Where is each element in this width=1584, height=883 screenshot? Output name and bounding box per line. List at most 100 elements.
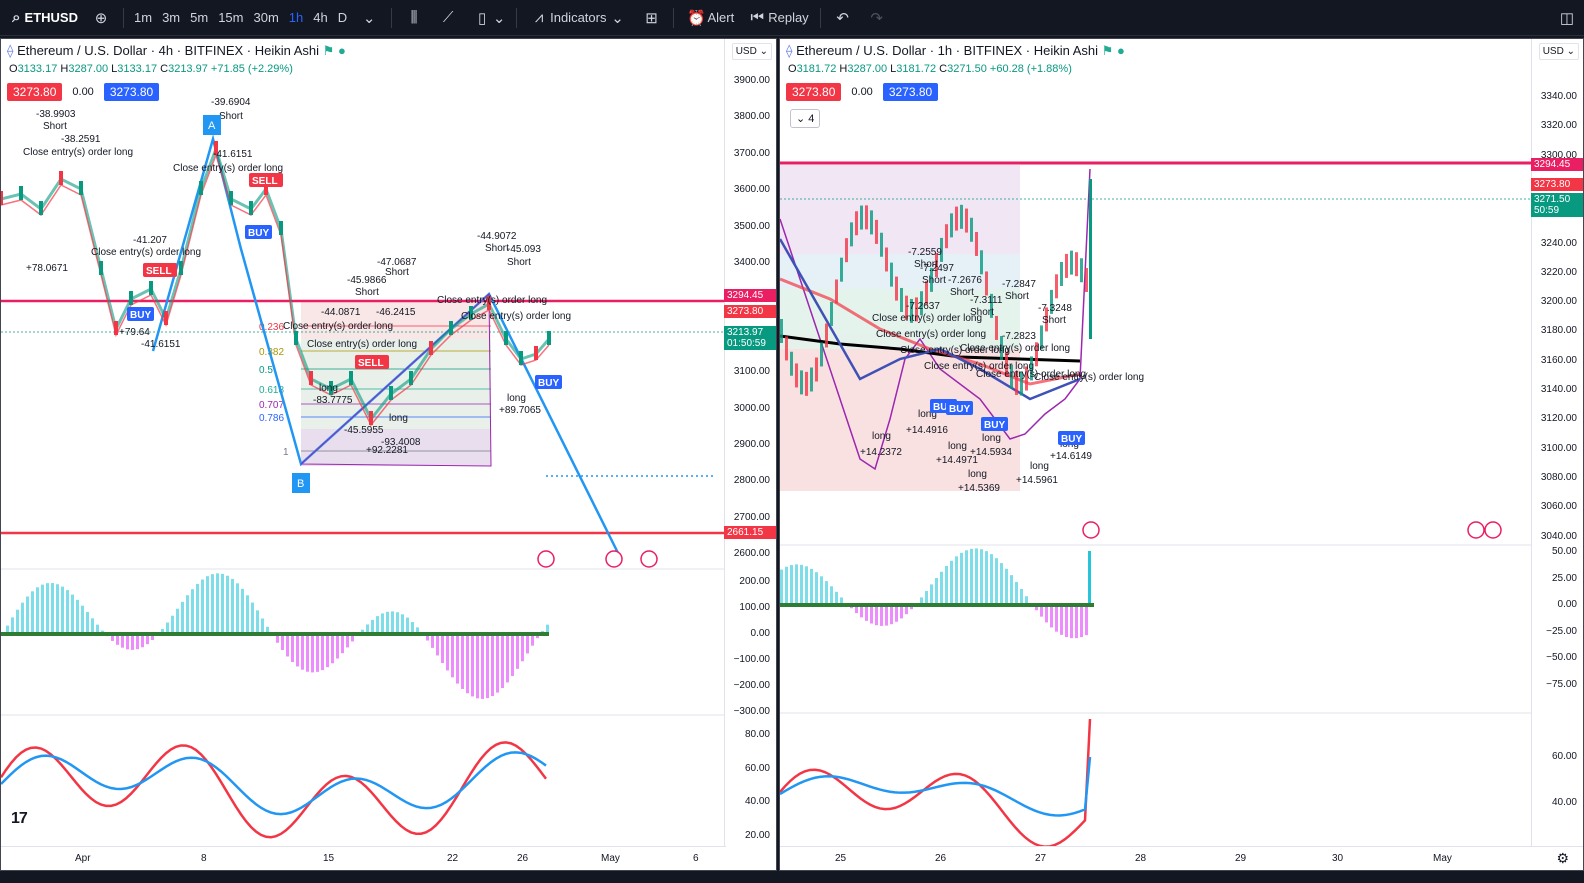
fib-level-label: 1 — [283, 447, 289, 458]
candle — [249, 201, 253, 215]
price-axis[interactable]: USD ⌄ 3340.003320.003300.003280.003260.0… — [1531, 39, 1583, 848]
chart-type-bars-button[interactable]: ⫼ — [397, 0, 431, 36]
buy-price-tag[interactable]: 3273.80 — [103, 83, 160, 101]
chart-legend[interactable]: ⟠ Ethereum / U.S. Dollar · 4h · BITFINEX… — [7, 43, 346, 59]
rsi-tick: 60.00 — [744, 762, 770, 774]
chart-type-line-button[interactable]: ⟋ — [431, 0, 465, 36]
interval-4h[interactable]: 4h — [313, 10, 328, 25]
oscillator-bar — [241, 588, 244, 634]
oscillator-bar — [266, 626, 269, 634]
spread-value: 0.00 — [851, 86, 873, 98]
oscillator-bar — [246, 595, 249, 634]
oscillator-bar — [446, 634, 449, 671]
chart-panel-4h[interactable]: 0.236 0.382 0.5 0.618 0.707 0.786 1 -39.6904 Sho… — [0, 38, 777, 871]
candle — [487, 296, 491, 310]
sell-price-tag[interactable]: 3273.80 — [786, 83, 842, 101]
chart-canvas-4h[interactable]: 0.236 0.382 0.5 0.618 0.707 0.786 1 -39.6904 Sho… — [1, 39, 777, 871]
interval-30m[interactable]: 30m — [253, 10, 279, 25]
indicators-button[interactable]: ⩘ Indicators ⌄ — [522, 0, 634, 36]
oscillator-bar — [206, 576, 209, 634]
interval-dropdown[interactable]: ⌄ — [352, 0, 386, 36]
interval-1m[interactable]: 1m — [134, 10, 153, 25]
fib-triangle — [300, 292, 492, 467]
candle — [810, 367, 813, 392]
oscillator-bar — [466, 634, 469, 694]
trade-annotation: Close entry(s) order long — [173, 163, 283, 174]
oscillator-bar — [461, 634, 464, 689]
interval-3m[interactable]: 3m — [162, 10, 181, 25]
time-tick: 27 — [1035, 853, 1047, 864]
oscillator-bar — [281, 634, 284, 650]
low-value: 3181.72 — [896, 63, 937, 75]
oscillator-bar — [166, 622, 169, 634]
trade-annotation: +14.4971 — [936, 455, 978, 466]
redo-button[interactable]: ↷ — [860, 0, 894, 36]
candle — [895, 276, 898, 301]
oscillator-bar — [805, 566, 808, 605]
trade-annotation: +14.6149 — [1050, 451, 1092, 462]
candle — [164, 311, 168, 325]
symbol-search[interactable]: ⌕ ETHUSD — [0, 0, 84, 36]
price-axis[interactable]: USD ⌄ 3900.00 3800.00 3700.00 3600.00 3500.0… — [724, 39, 776, 848]
oscillator-tick: −200.00 — [733, 680, 770, 691]
oscillator-bar — [111, 634, 114, 641]
rsi-slow-line — [1, 751, 547, 816]
compare-button[interactable]: ⊕ — [84, 0, 118, 36]
undo-button[interactable]: ↶ — [826, 0, 860, 36]
price-tick: 3900.00 — [733, 75, 770, 86]
tradingview-logo[interactable]: 17 — [11, 810, 28, 827]
interval-d[interactable]: D — [337, 10, 348, 25]
buy-badge: BUY — [933, 402, 954, 413]
interval-15m[interactable]: 15m — [218, 10, 244, 25]
settings-gear-icon[interactable]: ⚙ — [1556, 850, 1569, 866]
candle — [129, 291, 133, 305]
trade-annotation: +14.5934 — [970, 447, 1012, 458]
candle — [780, 319, 783, 343]
indicator-collapse-button[interactable]: ⌄ 4 — [790, 109, 821, 128]
event-icon — [537, 550, 555, 568]
chart-canvas-1h[interactable]: -7.2559Short-7.2497-7.2676ShortShort-7.2… — [780, 39, 1584, 871]
buy-price-tag[interactable]: 3273.80 — [882, 83, 939, 101]
bars-icon: ⫼ — [410, 9, 418, 26]
price-tick: 2800.00 — [733, 475, 770, 487]
candle — [785, 336, 788, 361]
alert-button[interactable]: ⏰ Alert — [679, 0, 740, 36]
oscillator-bar — [815, 572, 818, 605]
oscillator-bar — [236, 583, 239, 634]
oscillator-bar — [151, 634, 154, 640]
interval-1h[interactable]: 1h — [288, 10, 304, 25]
interval-5m[interactable]: 5m — [190, 10, 209, 25]
oscillator-bar — [1065, 605, 1068, 638]
sidebar-toggle-button[interactable]: ◫ — [1550, 0, 1584, 36]
candle — [910, 298, 913, 323]
trade-annotation: -7.2637 — [906, 301, 940, 312]
candle — [229, 191, 233, 205]
chart-legend[interactable]: ⟠ Ethereum / U.S. Dollar · 1h · BITFINEX… — [786, 43, 1125, 59]
chart-panel-1h[interactable]: -7.2559 Short -7.2497 -7.2676 Short Short -7.2… — [779, 38, 1584, 871]
oscillator-tick: −75.00 — [1546, 679, 1577, 690]
last-price-value: 3271.50 — [1534, 194, 1571, 205]
oscillator-bar — [161, 628, 164, 634]
candle — [1020, 371, 1023, 396]
candle — [985, 271, 988, 296]
time-axis[interactable]: 25 26 27 28 29 30 May ⚙ — [780, 846, 1583, 870]
replay-button[interactable]: ⏮ Replay — [740, 0, 814, 36]
oscillator-bar — [61, 586, 64, 634]
buy-badge-bg — [245, 225, 272, 239]
trade-annotation: Close entry(s) order long — [283, 321, 393, 332]
oscillator-bar — [511, 634, 514, 676]
currency-selector[interactable]: USD ⌄ — [731, 43, 772, 60]
oscillator-bar — [955, 556, 958, 605]
replay-label: Replay — [768, 10, 809, 25]
candle — [1005, 352, 1008, 377]
candle — [945, 224, 948, 249]
currency-selector[interactable]: USD ⌄ — [1538, 43, 1579, 60]
oscillator-bar — [795, 564, 798, 605]
layouts-button[interactable]: ⊞ — [634, 0, 668, 36]
chart-type-candles-button[interactable]: ▯ ⌄ — [465, 0, 511, 36]
trade-annotation: Short — [914, 259, 938, 270]
oscillator-bar — [491, 634, 494, 696]
oscillator-bar — [96, 624, 99, 634]
sell-price-tag[interactable]: 3273.80 — [7, 83, 63, 101]
time-axis[interactable]: Apr 8 15 22 26 May 6 — [1, 846, 726, 870]
